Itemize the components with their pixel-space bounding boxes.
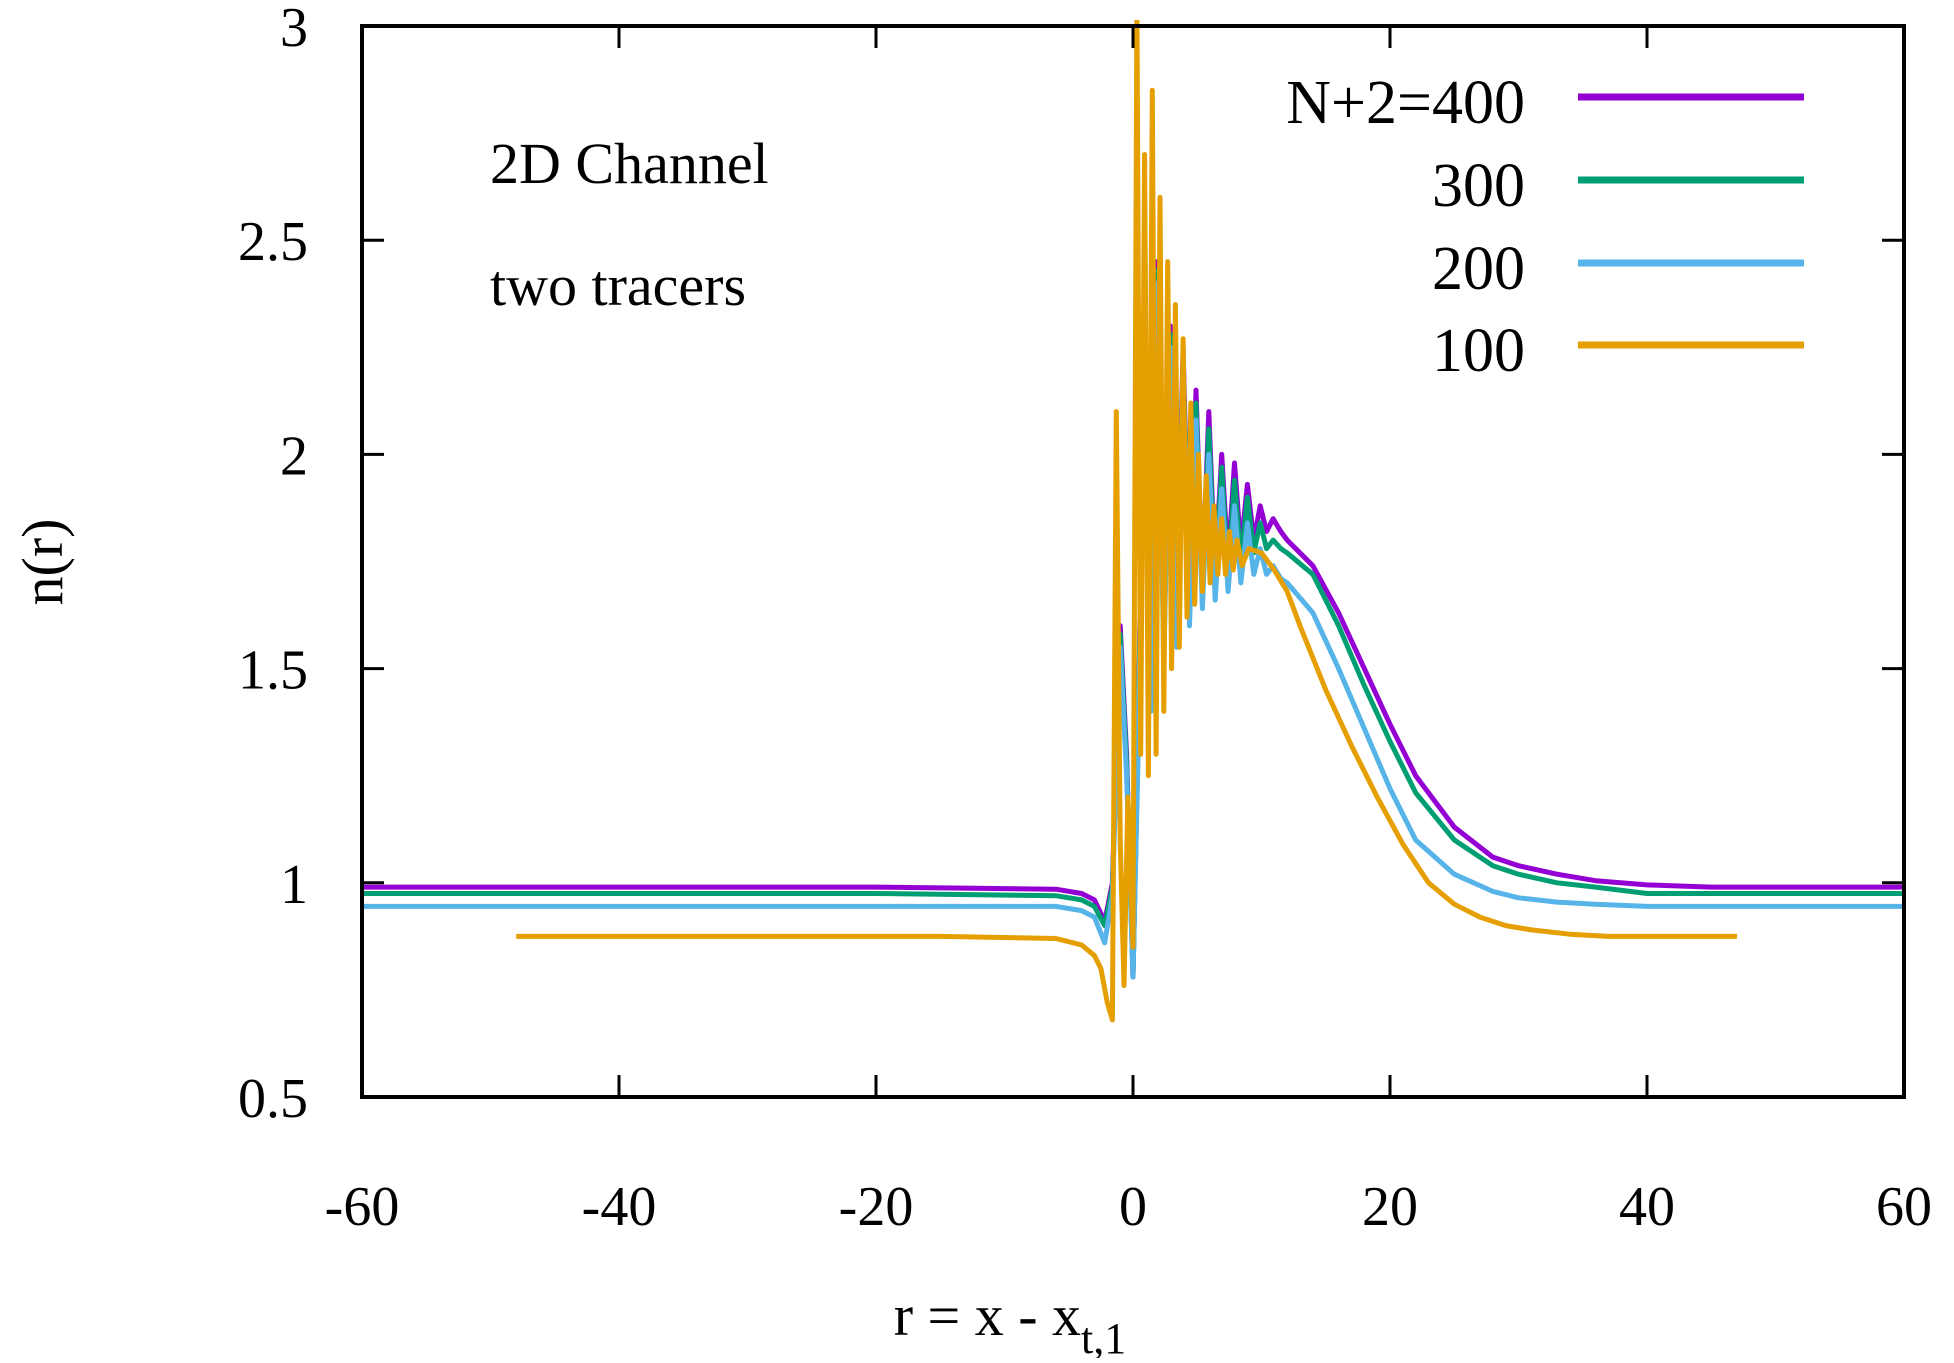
- ticks-layer: -60 -40 -20 0 20 40 60 0.5 1 1.5 2 2.5 3: [238, 0, 1932, 1238]
- legend-label-400: N+2=400: [1286, 69, 1525, 137]
- x-tick-label: 0: [1119, 1176, 1147, 1238]
- x-tick-label: -60: [325, 1176, 400, 1238]
- x-tick-label: 20: [1362, 1176, 1418, 1238]
- legend-label-200: 200: [1432, 235, 1525, 303]
- y-tick-label: 0.5: [238, 1068, 308, 1130]
- plot-frame: [360, 24, 1906, 1099]
- legend-label-100: 100: [1432, 317, 1525, 385]
- x-axis-label-main: r = x - x: [894, 1283, 1081, 1348]
- y-tick-label: 1.5: [238, 640, 308, 702]
- legend: N+2=400 300 200 100: [1286, 69, 1804, 385]
- x-tick-label: -20: [839, 1176, 914, 1238]
- series-layer: [362, 20, 1904, 1023]
- x-tick-label: 60: [1876, 1176, 1932, 1238]
- x-axis-label-subscript: t,1: [1081, 1314, 1126, 1358]
- y-tick-label: 1: [280, 854, 308, 916]
- annotation-two-tracers: two tracers: [490, 253, 746, 318]
- y-tick-label: 2: [280, 425, 308, 487]
- legend-label-300: 300: [1432, 152, 1525, 220]
- series-line-100: [516, 20, 1737, 1023]
- annotation-2d-channel: 2D Channel: [490, 131, 769, 196]
- y-axis-label: n(r): [10, 519, 75, 606]
- y-tick-label: 2.5: [238, 211, 308, 273]
- y-tick-label: 3: [280, 0, 308, 59]
- x-axis-label: r = x - xt,1: [894, 1283, 1127, 1358]
- x-tick-label: 40: [1619, 1176, 1675, 1238]
- x-tick-label: -40: [582, 1176, 657, 1238]
